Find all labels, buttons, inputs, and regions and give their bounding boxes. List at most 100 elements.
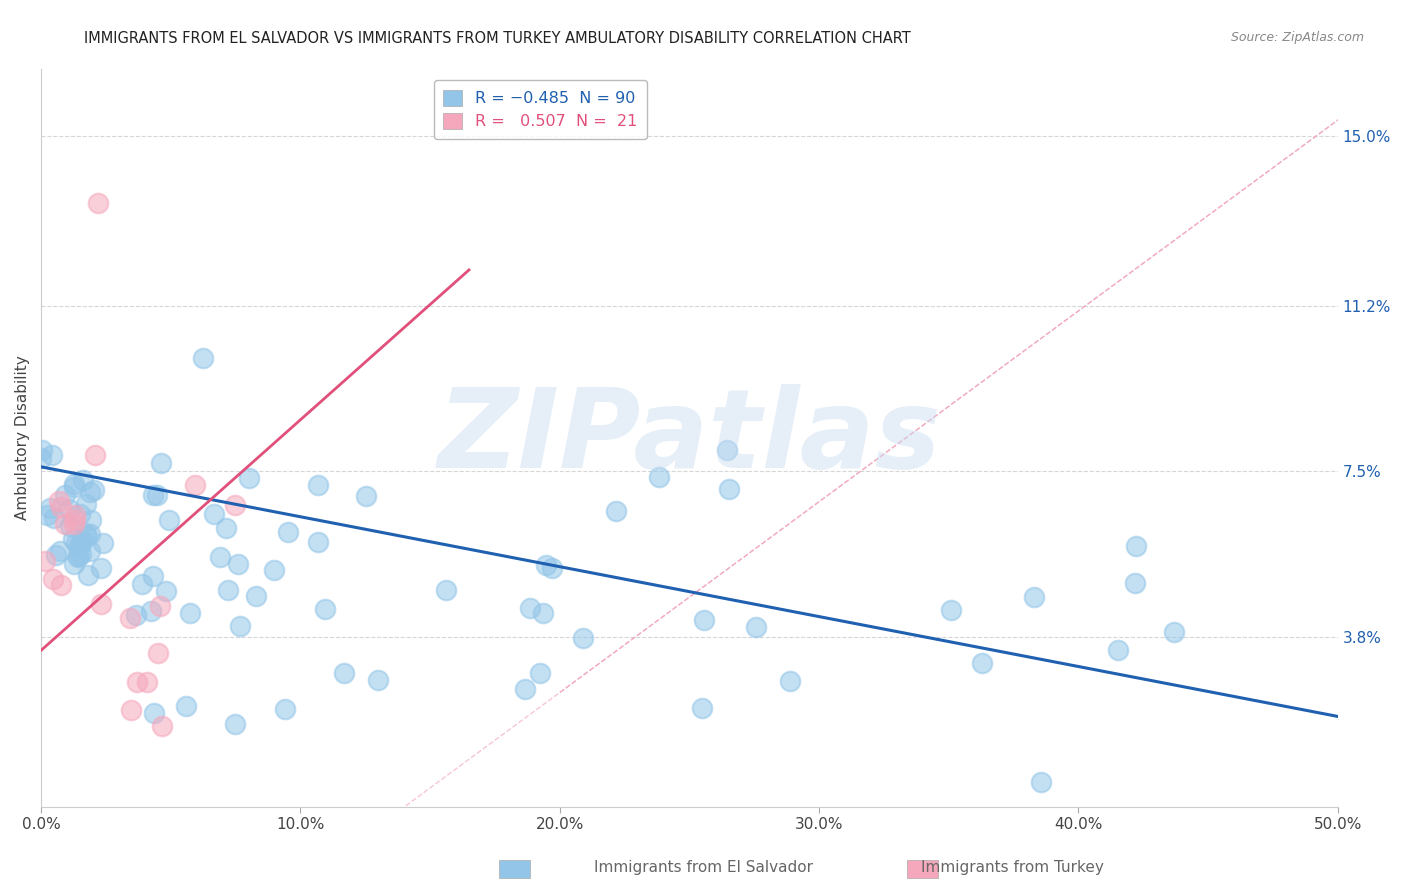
Point xyxy=(90,597,112,611)
Point xyxy=(1022,590,1045,604)
Point xyxy=(39,501,62,516)
Point xyxy=(72,473,94,487)
Point xyxy=(142,488,165,502)
Point xyxy=(149,599,172,613)
Point xyxy=(31,442,53,457)
Text: Immigrants from Turkey: Immigrants from Turkey xyxy=(921,860,1104,874)
Text: Immigrants from El Salvador: Immigrants from El Salvador xyxy=(593,860,813,874)
Point xyxy=(135,675,157,690)
Point xyxy=(65,536,87,550)
Point xyxy=(63,480,86,494)
Point xyxy=(62,516,84,531)
Point xyxy=(184,478,207,492)
Point xyxy=(139,604,162,618)
Point xyxy=(939,602,962,616)
Point xyxy=(53,516,76,531)
Point xyxy=(69,537,91,551)
Point xyxy=(67,549,90,564)
Point xyxy=(217,582,239,597)
Point xyxy=(208,550,231,565)
Point xyxy=(69,507,91,521)
Point xyxy=(70,547,93,561)
Y-axis label: Ambulatory Disability: Ambulatory Disability xyxy=(15,355,30,520)
Point xyxy=(238,471,260,485)
Point xyxy=(1029,775,1052,789)
Point xyxy=(79,485,101,500)
Point xyxy=(333,666,356,681)
Point xyxy=(367,673,389,687)
Point xyxy=(41,448,63,462)
Point xyxy=(224,498,246,512)
Point xyxy=(572,631,595,645)
Point xyxy=(263,563,285,577)
Point xyxy=(49,578,72,592)
Point xyxy=(531,606,554,620)
Point xyxy=(515,682,537,697)
Point xyxy=(59,519,82,533)
Point xyxy=(80,513,103,527)
Point xyxy=(63,476,86,491)
Point xyxy=(155,583,177,598)
Point xyxy=(49,500,72,515)
Point xyxy=(716,442,738,457)
Point xyxy=(354,489,377,503)
Point xyxy=(277,525,299,540)
Point xyxy=(229,619,252,633)
Point xyxy=(79,543,101,558)
Point xyxy=(58,502,80,516)
Point xyxy=(83,483,105,497)
Point xyxy=(53,488,76,502)
Point xyxy=(30,450,52,465)
Point xyxy=(157,513,180,527)
Point xyxy=(1123,576,1146,591)
Point xyxy=(648,469,671,483)
Point xyxy=(1107,643,1129,657)
Point xyxy=(45,548,67,562)
Point xyxy=(1163,624,1185,639)
Point xyxy=(146,487,169,501)
Point xyxy=(434,583,457,598)
Point xyxy=(35,508,58,522)
Point xyxy=(745,619,768,633)
Point xyxy=(307,478,329,492)
Point xyxy=(150,719,173,733)
Point xyxy=(120,703,142,717)
Point xyxy=(42,511,65,525)
Point xyxy=(143,706,166,720)
Point xyxy=(41,572,63,586)
Point xyxy=(73,525,96,540)
Point xyxy=(65,513,87,527)
Point xyxy=(1125,539,1147,553)
Point xyxy=(34,554,56,568)
Point xyxy=(142,568,165,582)
Point xyxy=(125,608,148,623)
Point xyxy=(63,508,86,522)
Point xyxy=(75,496,97,510)
Point xyxy=(972,656,994,670)
Point xyxy=(307,535,329,549)
Point xyxy=(125,674,148,689)
Point xyxy=(49,544,72,558)
Point xyxy=(779,674,801,689)
Point xyxy=(62,533,84,547)
Point xyxy=(540,561,562,575)
Point xyxy=(202,507,225,521)
Point xyxy=(224,716,246,731)
Text: ZIPatlas: ZIPatlas xyxy=(437,384,941,491)
Point xyxy=(717,482,740,496)
Point xyxy=(150,456,173,470)
Point xyxy=(174,698,197,713)
Point xyxy=(63,558,86,572)
Legend: R = −0.485  N = 90, R =   0.507  N =  21: R = −0.485 N = 90, R = 0.507 N = 21 xyxy=(433,80,647,139)
Point xyxy=(90,561,112,575)
Point xyxy=(87,195,110,210)
Point xyxy=(79,527,101,541)
Point xyxy=(67,538,90,552)
Point xyxy=(534,558,557,573)
Point xyxy=(48,494,70,508)
Point xyxy=(274,702,297,716)
Point xyxy=(605,504,627,518)
Point xyxy=(690,701,713,715)
Point xyxy=(76,529,98,543)
Point xyxy=(179,606,201,620)
